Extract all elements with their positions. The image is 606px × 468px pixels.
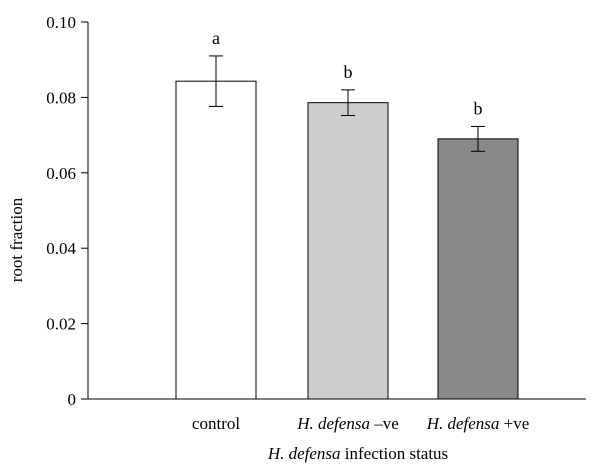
y-axis: 0 0.02 0.04 0.06 0.08 0.10: [46, 13, 89, 409]
bar: [175, 80, 257, 400]
error-bars: [209, 55, 485, 152]
x-tick-label: H. defensa +ve: [426, 414, 530, 433]
x-axis-title: H. defensa infection status: [267, 444, 448, 463]
x-tick-label-italic: H. defensa: [296, 414, 370, 433]
x-tick-label-italic: H. defensa: [426, 414, 500, 433]
y-tick-label: 0.02: [46, 315, 76, 334]
x-tick-label: control: [192, 414, 240, 433]
y-tick-label: 0: [68, 390, 77, 409]
y-tick-label: 0.08: [46, 88, 76, 107]
y-tick-label: 0.10: [46, 13, 76, 32]
x-axis-title-italic: H. defensa: [267, 444, 341, 463]
significance-labels: a b b: [212, 28, 483, 118]
y-tick-label: 0.06: [46, 164, 76, 183]
significance-label: b: [344, 62, 353, 82]
x-tick-label-plain: –ve: [370, 414, 399, 433]
bar: [437, 138, 519, 400]
y-tick-label: 0.04: [46, 239, 76, 258]
x-tick-labels: control H. defensa –ve H. defensa +ve: [192, 414, 529, 433]
significance-label: b: [474, 98, 483, 118]
x-axis-title-plain: infection status: [341, 444, 449, 463]
bars: [175, 80, 519, 400]
x-tick-label-plain: control: [192, 414, 240, 433]
y-axis-title: root fraction: [7, 197, 26, 282]
x-tick-label: H. defensa –ve: [296, 414, 399, 433]
x-tick-label-plain: +ve: [499, 414, 529, 433]
significance-label: a: [212, 28, 220, 48]
bar: [307, 102, 389, 400]
